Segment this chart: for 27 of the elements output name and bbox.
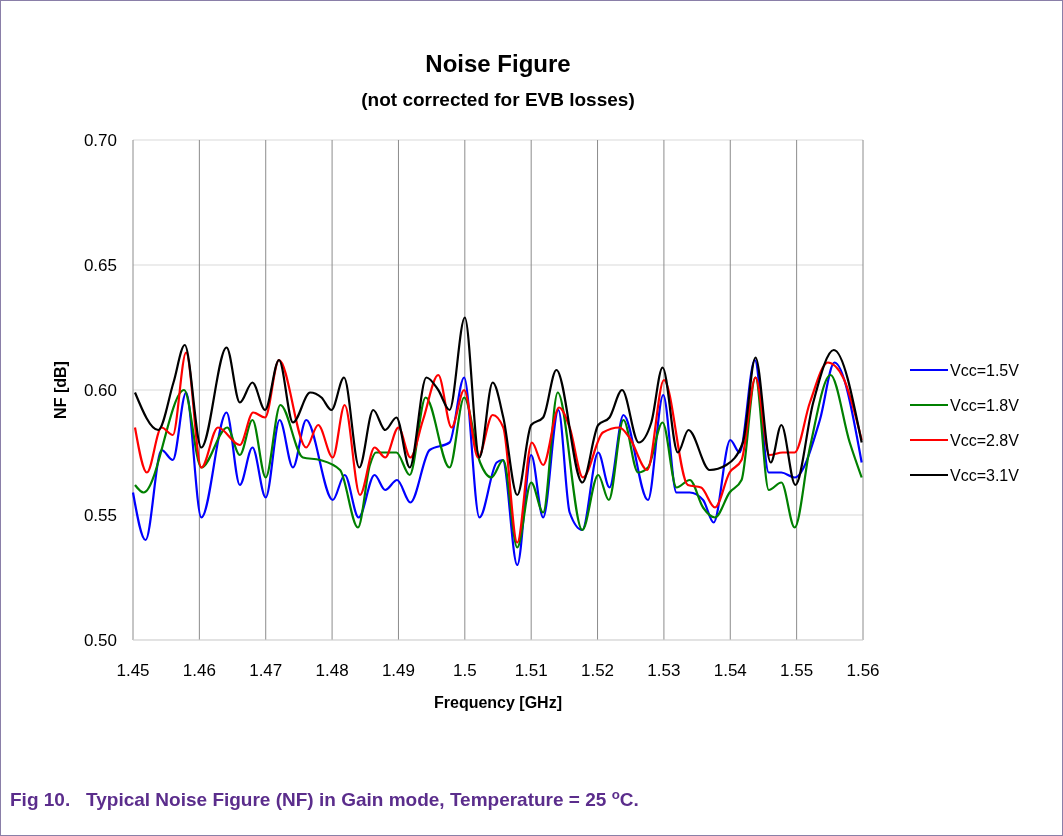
x-tick-label: 1.54 [713, 661, 747, 680]
legend-label: Vcc=2.8V [950, 432, 1020, 449]
chart-subtitle: (not corrected for EVB losses) [361, 89, 635, 110]
x-tick-label: 1.47 [249, 661, 283, 680]
chart-title: Noise Figure [425, 50, 571, 77]
x-tick-label: 1.52 [581, 661, 615, 680]
x-tick-label: 1.51 [514, 661, 548, 680]
y-tick-label: 0.70 [83, 131, 117, 150]
x-tick-label: 1.5 [453, 661, 477, 680]
x-tick-label: 1.53 [647, 661, 681, 680]
legend-label: Vcc=1.5V [950, 362, 1020, 379]
x-axis-title: Frequency [GHz] [433, 694, 563, 711]
x-tick-label: 1.49 [381, 661, 415, 680]
y-axis-title: NF [dB] [52, 361, 69, 419]
x-tick-label: 1.48 [315, 661, 349, 680]
x-tick-label: 1.55 [780, 661, 814, 680]
line-series [133, 316, 863, 497]
legend-label: Vcc=1.8V [950, 397, 1020, 414]
x-tick-label: 1.45 [116, 661, 150, 680]
x-tick-label: 1.56 [846, 661, 880, 680]
y-tick-label: 0.60 [83, 381, 117, 400]
y-tick-label: 0.65 [83, 256, 117, 275]
x-tick-label: 1.46 [182, 661, 216, 680]
y-tick-label: 0.55 [83, 506, 117, 525]
caption: Fig 10. Typical Noise Figure (NF) in Gain mode, Temperature = 25 $^{o}$C. [10, 786, 639, 810]
legend-label: Vcc=3.1V [950, 467, 1020, 484]
y-tick-label: 0.50 [83, 631, 117, 650]
